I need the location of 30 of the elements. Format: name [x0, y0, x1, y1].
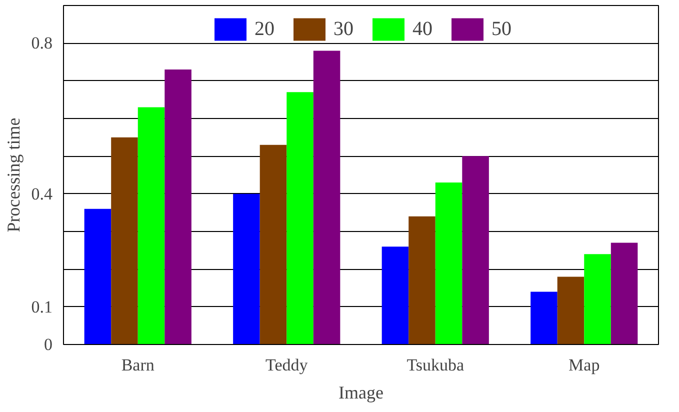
- legend-label: 50: [492, 18, 512, 40]
- bar: [557, 276, 584, 344]
- bar: [610, 242, 638, 344]
- bar: [462, 156, 489, 344]
- y-axis-title: Processing time: [3, 118, 24, 232]
- bar: [286, 92, 314, 344]
- bar: [84, 208, 112, 344]
- bar: [530, 292, 558, 344]
- bar: [435, 182, 462, 344]
- y-tick-label: 0.4: [31, 184, 53, 204]
- bar: [260, 144, 287, 344]
- bar: [408, 216, 436, 344]
- bar: [164, 70, 192, 344]
- y-tick-label: 0.8: [31, 34, 52, 53]
- bar: [111, 137, 138, 344]
- y-tick-label: 0: [44, 335, 52, 354]
- y-tick-label: 0.1: [31, 297, 52, 316]
- bar: [382, 246, 409, 344]
- bar: [584, 254, 611, 344]
- bar: [138, 107, 165, 344]
- x-tick-label: Teddy: [266, 356, 308, 374]
- x-tick-label: Barn: [121, 356, 155, 374]
- x-tick-label: Map: [568, 356, 600, 374]
- bar: [233, 194, 260, 344]
- x-tick-label: Tsukuba: [406, 356, 465, 374]
- legend-label: 40: [412, 18, 432, 40]
- x-axis-title: Image: [338, 382, 384, 402]
- bar: [313, 50, 340, 344]
- legend-label: 20: [254, 18, 274, 40]
- legend-label: 30: [334, 18, 354, 40]
